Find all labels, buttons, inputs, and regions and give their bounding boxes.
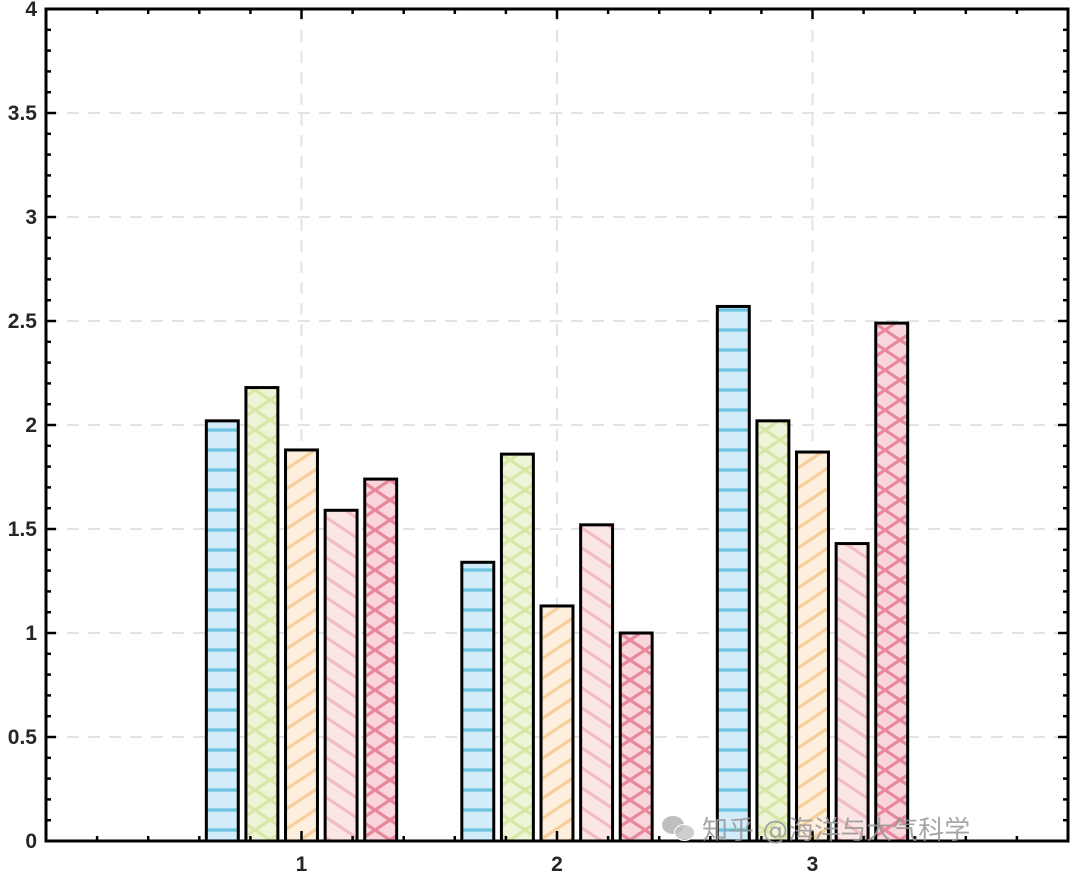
bar-2-series-2 bbox=[499, 452, 535, 843]
bar-2-series-4 bbox=[579, 523, 615, 843]
bar-2-series-5 bbox=[618, 631, 654, 843]
bar-1-series-4 bbox=[323, 508, 359, 843]
x-tick-label: 3 bbox=[807, 853, 819, 874]
y-tick-label: 0.5 bbox=[8, 726, 38, 749]
x-tick-label: 1 bbox=[296, 853, 308, 874]
y-tick-label: 3 bbox=[25, 206, 37, 229]
y-tick-label: 1 bbox=[25, 622, 37, 645]
axes bbox=[44, 7, 1070, 843]
bar-1-series-3 bbox=[284, 448, 319, 843]
watermark: 知乎 @海洋与大气科学 bbox=[662, 808, 970, 848]
bar-1-series-2 bbox=[244, 386, 280, 843]
y-tick-label: 2 bbox=[25, 414, 37, 437]
bar-3-series-4 bbox=[834, 542, 870, 843]
tick-labels: 0 0.5 1 1.5 2 2.5 3 3.5 4 1 2 3 bbox=[8, 0, 819, 876]
bar-1-series-1 bbox=[204, 419, 240, 843]
x-tick-label: 2 bbox=[551, 853, 563, 874]
bar-2-series-3 bbox=[539, 604, 575, 843]
bar-3-series-2 bbox=[755, 419, 791, 843]
wechat-icon bbox=[662, 814, 695, 842]
y-tick-label: 4 bbox=[25, 0, 37, 21]
bar-2-series-1 bbox=[460, 560, 496, 843]
bar-3-series-1 bbox=[715, 304, 751, 843]
y-tick-label: 2.5 bbox=[8, 310, 38, 333]
y-tick-label: 0 bbox=[25, 830, 37, 853]
bar-3-series-5 bbox=[874, 321, 910, 843]
y-tick-label: 3.5 bbox=[8, 102, 38, 125]
y-tick-label: 1.5 bbox=[8, 518, 38, 541]
bars bbox=[204, 304, 910, 843]
watermark-text: 知乎 @海洋与大气科学 bbox=[702, 815, 971, 846]
bar-3-series-3 bbox=[795, 450, 830, 843]
bar-1-series-5 bbox=[363, 477, 399, 843]
